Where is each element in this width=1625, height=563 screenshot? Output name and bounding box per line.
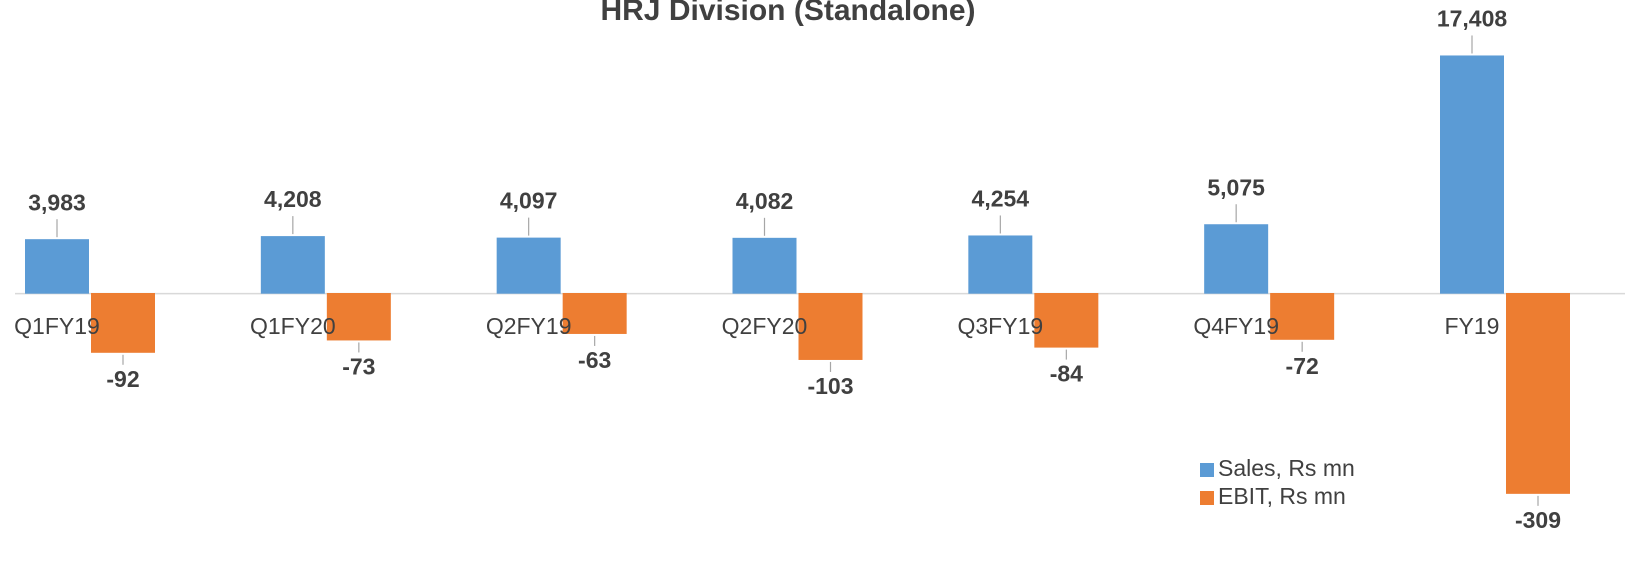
bar	[1506, 293, 1570, 494]
bar	[1034, 293, 1099, 348]
x-tick-label: Q1FY20	[250, 313, 336, 339]
value-label: 4,254	[972, 186, 1030, 212]
x-tick-label: FY19	[1445, 313, 1500, 339]
bar	[91, 293, 155, 353]
bar	[1204, 224, 1269, 294]
bar	[1440, 55, 1504, 294]
value-label: 4,097	[500, 188, 558, 214]
legend-label: Sales, Rs mn	[1218, 455, 1355, 481]
value-label: -73	[342, 354, 375, 380]
bar	[326, 293, 391, 341]
x-tick-label: Q2FY19	[486, 313, 572, 339]
legend-swatch	[1200, 463, 1214, 477]
bar	[732, 237, 797, 294]
legend-swatch	[1200, 491, 1214, 505]
value-label: 5,075	[1207, 174, 1265, 200]
value-label: 4,208	[264, 186, 322, 212]
value-label: -309	[1515, 507, 1561, 533]
value-label: -103	[807, 373, 853, 399]
x-tick-label: Q1FY19	[14, 313, 100, 339]
value-label: -72	[1286, 353, 1319, 379]
bar	[25, 239, 89, 294]
x-tick-label: Q2FY20	[722, 313, 808, 339]
value-label: 4,082	[736, 188, 794, 214]
bar	[798, 293, 863, 360]
bar	[562, 293, 627, 334]
bar	[1270, 293, 1335, 340]
bar	[496, 237, 561, 294]
x-tick-label: Q4FY19	[1193, 313, 1279, 339]
chart-title: HRJ Division (Standalone)	[600, 0, 975, 27]
x-tick-label: Q3FY19	[958, 313, 1044, 339]
legend-label: EBIT, Rs mn	[1218, 483, 1346, 509]
value-label: 3,983	[28, 189, 86, 215]
bar	[968, 235, 1033, 294]
value-label: -63	[578, 347, 611, 373]
value-label: 17,408	[1437, 6, 1508, 32]
bar	[260, 236, 325, 294]
value-label: -92	[106, 366, 139, 392]
value-label: -84	[1050, 361, 1083, 387]
